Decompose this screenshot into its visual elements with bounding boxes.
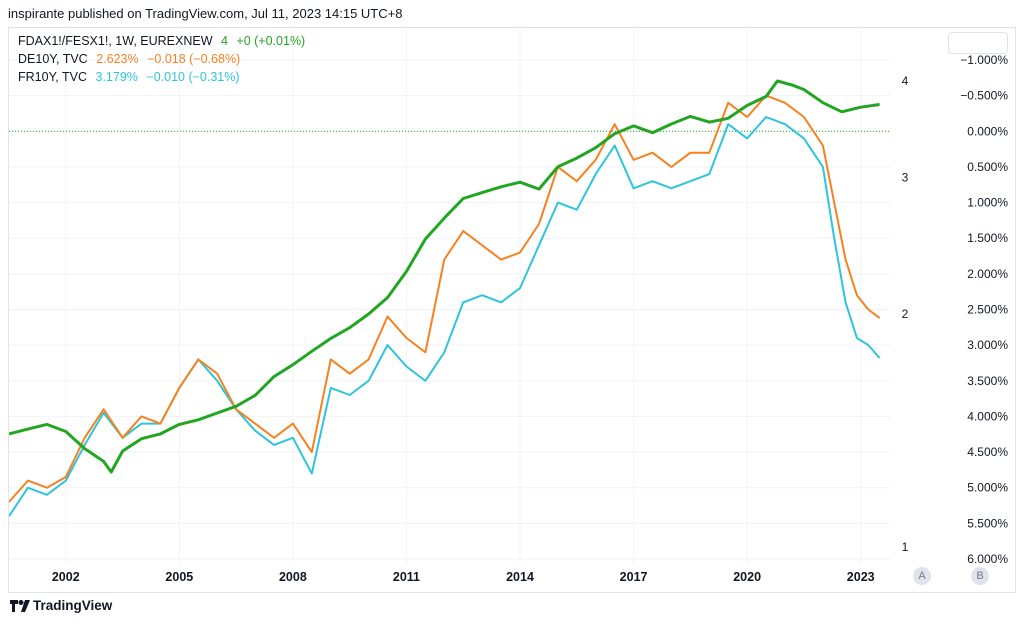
tradingview-logo[interactable]: TradingView (10, 598, 112, 613)
scale-mode-button[interactable]: B (971, 567, 989, 585)
ratio-series-line (9, 79, 880, 474)
right-axis-tick-label: 3.500% (967, 374, 1008, 388)
fr10y-series-line (9, 116, 881, 517)
x-axis-tick-label: 2008 (279, 570, 307, 584)
right-axis-tick-label: −1.000% (960, 53, 1008, 67)
chart-panel[interactable]: 4 3 2 1 −1.000% −0.500% 0.000% 0.500% 1.000% 1.50… (8, 27, 1016, 593)
right-axis-tick-label: 1.500% (967, 231, 1008, 245)
legend-row-de10y[interactable]: DE10Y, TVC 2.623% −0.018 (−0.68%) (18, 50, 310, 68)
left-axis-tick-label: 4 (902, 74, 909, 88)
x-axis-tick-label: 2014 (506, 570, 534, 584)
legend-symbol: FR10Y, TVC (18, 70, 88, 84)
right-axis-tick-label: 6.000% (967, 552, 1008, 566)
legend-value: 2.623% (96, 52, 139, 66)
legend-value: 3.179% (95, 70, 138, 84)
right-axis-tick-label: 5.500% (967, 516, 1008, 530)
x-axis-tick-label: 2002 (52, 570, 80, 584)
x-axis-tick-label: 2020 (733, 570, 761, 584)
right-axis-tick-label: 1.000% (967, 196, 1008, 210)
publisher-info: inspirante published on TradingView.com,… (8, 6, 403, 21)
legend-symbol: FDAX1!/FESX1!, 1W, EUREXNEW (18, 34, 213, 48)
right-axis-tick-label: −0.500% (960, 89, 1008, 103)
legend-change: +0 (+0.01%) (236, 34, 306, 48)
tradingview-logo-icon (10, 599, 30, 612)
right-axis-tick-label: 5.000% (967, 481, 1008, 495)
x-axis-tick-label: 2011 (393, 570, 420, 584)
brand-label: TradingView (33, 598, 113, 613)
left-axis-tick-label: 1 (902, 540, 909, 554)
legend-row-ratio[interactable]: FDAX1!/FESX1!, 1W, EUREXNEW 4 +0 (+0.01%… (18, 32, 310, 50)
legend-change: −0.010 (−0.31%) (146, 70, 240, 84)
right-axis-tick-label: 0.000% (967, 124, 1008, 138)
right-axis-tick-label: 3.000% (967, 338, 1008, 352)
x-axis-tick-label: 2017 (620, 570, 648, 584)
left-axis-tick-label: 2 (902, 307, 909, 321)
chart-canvas[interactable]: 4 3 2 1 −1.000% −0.500% 0.000% 0.500% 1.000% 1.50… (9, 28, 1015, 592)
price-scale-box[interactable] (948, 32, 1008, 54)
x-axis-tick-label: 2023 (847, 570, 875, 584)
right-axis-tick-label: 4.000% (967, 409, 1008, 423)
right-axis-tick-label: 0.500% (967, 160, 1008, 174)
left-axis-tick-label: 3 (902, 171, 909, 185)
legend-row-fr10y[interactable]: FR10Y, TVC 3.179% −0.010 (−0.31%) (18, 68, 310, 86)
right-axis-tick-label: 2.500% (967, 303, 1008, 317)
chart-legend: FDAX1!/FESX1!, 1W, EUREXNEW 4 +0 (+0.01%… (18, 32, 310, 86)
right-axis-tick-label: 2.000% (967, 267, 1008, 281)
auto-scale-button[interactable]: A (913, 567, 931, 585)
x-axis-tick-label: 2005 (165, 570, 193, 584)
legend-symbol: DE10Y, TVC (18, 52, 88, 66)
legend-change: −0.018 (−0.68%) (147, 52, 241, 66)
legend-value: 4 (220, 34, 228, 48)
right-axis-tick-label: 4.500% (967, 445, 1008, 459)
